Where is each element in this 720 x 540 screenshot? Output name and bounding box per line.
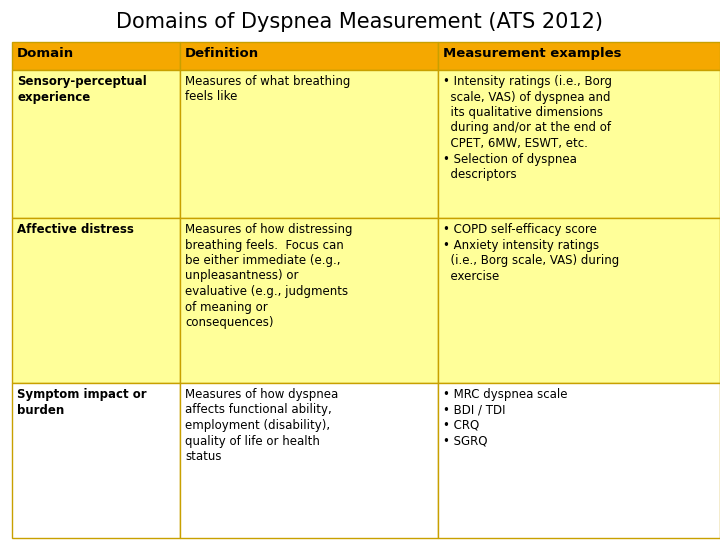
Bar xyxy=(180,218,438,383)
Text: Definition: Definition xyxy=(185,47,259,60)
Bar xyxy=(12,70,180,218)
Bar xyxy=(180,42,438,70)
Bar xyxy=(438,70,720,218)
Text: Symptom impact or
burden: Symptom impact or burden xyxy=(17,388,147,416)
Bar xyxy=(438,218,720,383)
Text: Measures of what breathing
feels like: Measures of what breathing feels like xyxy=(185,75,351,104)
Text: Measurement examples: Measurement examples xyxy=(443,47,621,60)
Text: Measures of how distressing
breathing feels.  Focus can
be either immediate (e.g: Measures of how distressing breathing fe… xyxy=(185,223,353,329)
Bar xyxy=(438,383,720,538)
Bar xyxy=(12,42,180,70)
Text: Domains of Dyspnea Measurement (ATS 2012): Domains of Dyspnea Measurement (ATS 2012… xyxy=(117,12,603,32)
Bar xyxy=(438,42,720,70)
Bar xyxy=(180,70,438,218)
Text: • COPD self-efficacy score
• Anxiety intensity ratings
  (i.e., Borg scale, VAS): • COPD self-efficacy score • Anxiety int… xyxy=(443,223,619,282)
Text: Affective distress: Affective distress xyxy=(17,223,134,236)
Text: Measures of how dyspnea
affects functional ability,
employment (disability),
qua: Measures of how dyspnea affects function… xyxy=(185,388,338,463)
Bar xyxy=(180,383,438,538)
Bar xyxy=(12,218,180,383)
Bar xyxy=(12,383,180,538)
Text: Sensory-perceptual
experience: Sensory-perceptual experience xyxy=(17,75,147,104)
Text: Domain: Domain xyxy=(17,47,74,60)
Text: • Intensity ratings (i.e., Borg
  scale, VAS) of dyspnea and
  its qualitative d: • Intensity ratings (i.e., Borg scale, V… xyxy=(443,75,612,181)
Text: • MRC dyspnea scale
• BDI / TDI
• CRQ
• SGRQ: • MRC dyspnea scale • BDI / TDI • CRQ • … xyxy=(443,388,567,448)
